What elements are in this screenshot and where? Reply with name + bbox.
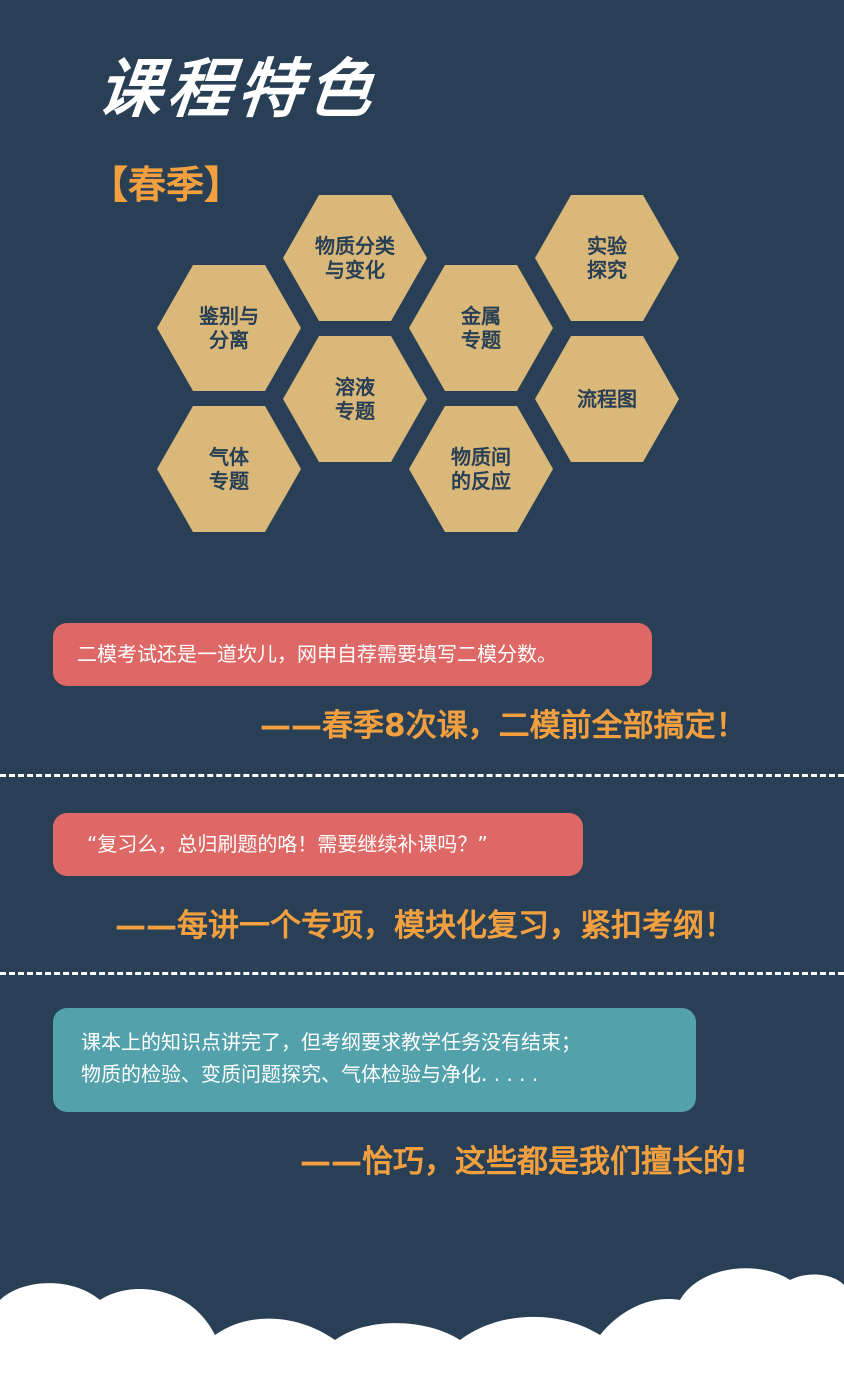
dashed-divider <box>0 774 844 777</box>
question-text: 物质的检验、变质问题探究、气体检验与净化. . . . . <box>81 1062 539 1086</box>
question-bubble: 课本上的知识点讲完了，但考纲要求教学任务没有结束； 物质的检验、变质问题探究、气… <box>53 1008 696 1112</box>
topic-label: 鉴别与 分离 <box>199 304 259 352</box>
question-bubble: 二模考试还是一道坎儿，网申自荐需要填写二模分数。 <box>53 623 652 686</box>
answer-text: ——春季8次课，二模前全部搞定！ <box>260 708 747 744</box>
topic-hexagon: 鉴别与 分离 <box>157 265 301 391</box>
topic-label: 金属 专题 <box>461 304 501 352</box>
topic-hexagon: 气体 专题 <box>157 406 301 532</box>
topic-hexagon: 溶液 专题 <box>283 336 427 462</box>
topic-hexagon: 金属 专题 <box>409 265 553 391</box>
season-label: 【春季】 <box>90 163 243 207</box>
dashed-divider <box>0 972 844 975</box>
question-bubble: “复习么，总归刷题的咯！需要继续补课吗？” <box>53 813 583 876</box>
answer-text: ——每讲一个专项，模块化复习，紧扣考纲！ <box>115 908 735 944</box>
question-text: “复习么，总归刷题的咯！需要继续补课吗？” <box>87 832 488 856</box>
page-title: 课程特色 <box>94 53 382 127</box>
topic-hexagon: 实验 探究 <box>535 195 679 321</box>
topic-label: 物质间 的反应 <box>451 445 511 493</box>
topic-label: 气体 专题 <box>209 445 249 493</box>
clouds-illustration <box>0 1268 844 1400</box>
topic-label: 流程图 <box>577 387 637 411</box>
question-text: 课本上的知识点讲完了，但考纲要求教学任务没有结束； <box>81 1030 581 1054</box>
answer-text: ——恰巧，这些都是我们擅长的! <box>300 1144 749 1180</box>
topic-label: 溶液 专题 <box>335 375 375 423</box>
topic-hexagon: 物质分类 与变化 <box>283 195 427 321</box>
topic-label: 物质分类 与变化 <box>315 234 395 282</box>
topic-hexagon: 物质间 的反应 <box>409 406 553 532</box>
question-text: 二模考试还是一道坎儿，网申自荐需要填写二模分数。 <box>77 642 557 666</box>
topic-hexagon: 流程图 <box>535 336 679 462</box>
topic-label: 实验 探究 <box>587 234 627 282</box>
